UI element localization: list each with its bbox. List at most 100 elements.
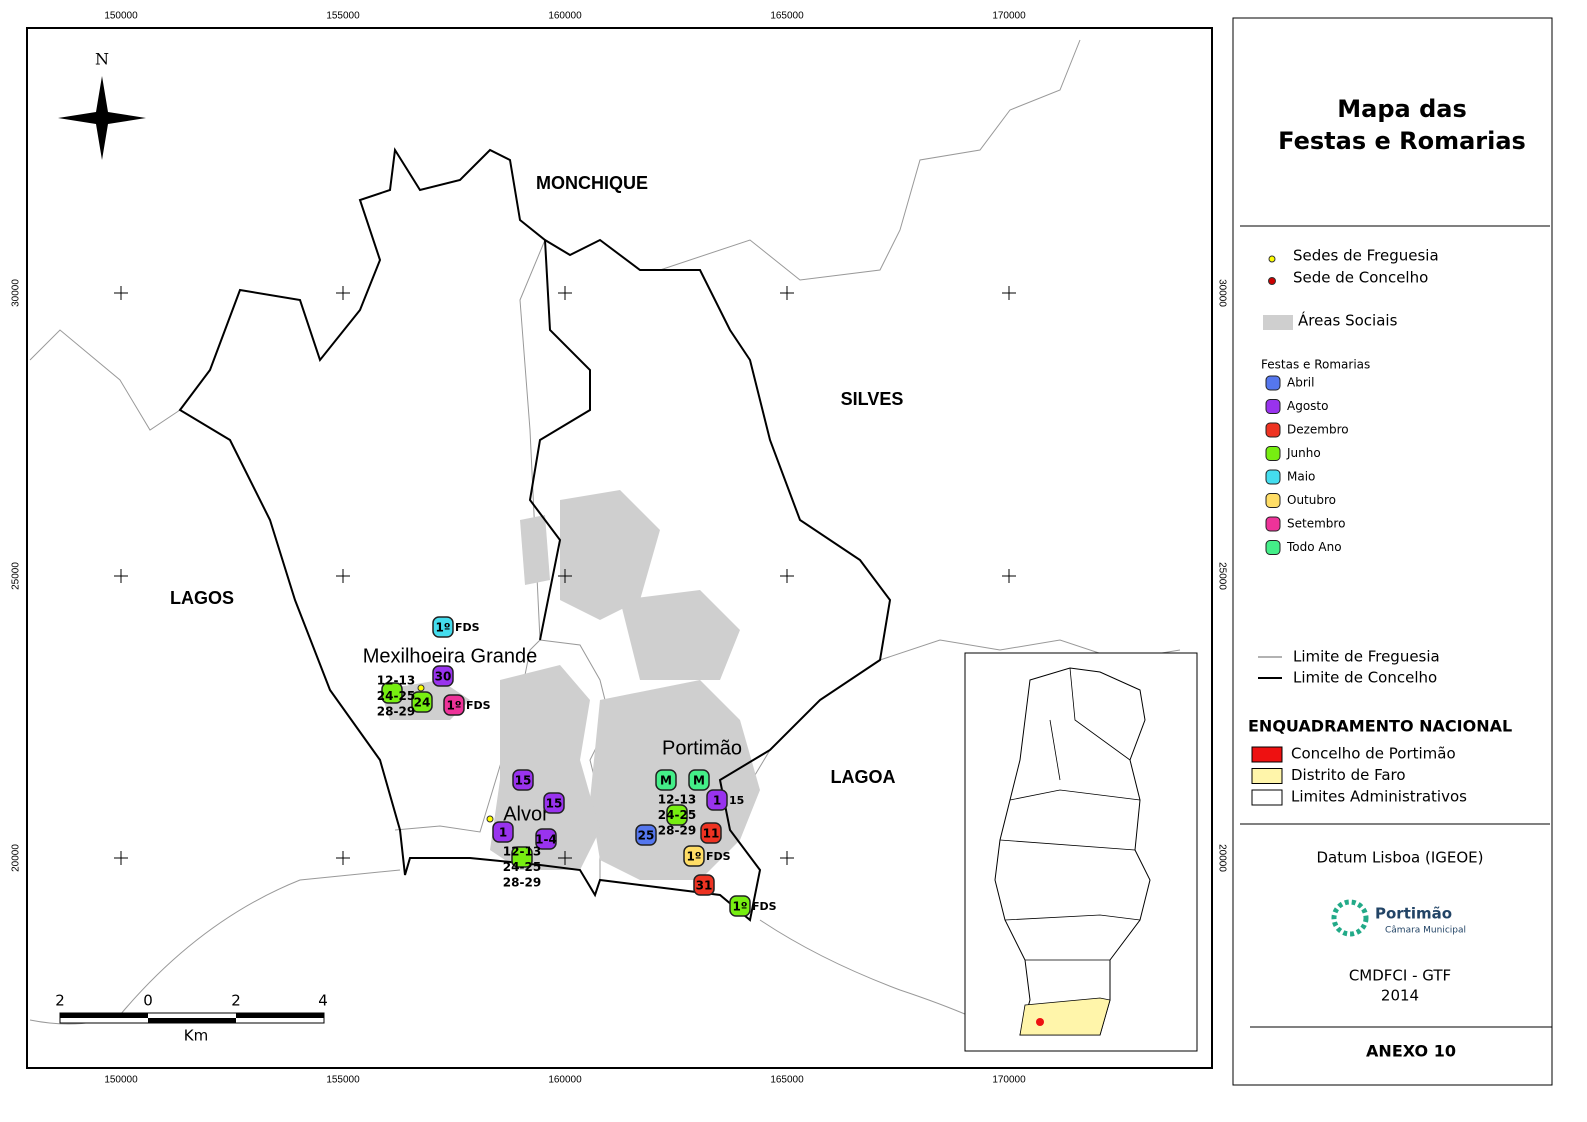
marker-label: 25 (638, 829, 655, 843)
grid-crosses (114, 286, 1016, 865)
legend-panel (1232, 17, 1553, 1086)
legend-swatch (1265, 375, 1281, 391)
faro-district (1019, 997, 1111, 1036)
festas-legend: Abril Agosto Dezembro Junho Maio Outubro Setem… (1265, 375, 1349, 555)
coastline-west (29, 869, 401, 1025)
legend-subtitle: Festas e Romarias (1261, 358, 1370, 372)
place-name: SILVES (841, 389, 904, 409)
grid-cross (336, 286, 350, 300)
x-coordinate: 170000 (992, 1075, 1026, 1086)
legend-swatch (1265, 540, 1281, 555)
x-coordinate: 160000 (548, 11, 582, 22)
parish-seat-symbol (1268, 255, 1276, 263)
north-label: N (95, 50, 109, 69)
festa-marker (700, 822, 722, 844)
marker-label: 1º (446, 699, 461, 713)
legend-swatch (1265, 422, 1281, 438)
festa-marker (492, 821, 514, 843)
festa-marker (432, 665, 454, 687)
logo-name: Portimão (1375, 905, 1452, 923)
marker-label: 24 (414, 696, 431, 710)
legend-title: Mapa das (1337, 95, 1466, 123)
y-coordinate: 30000 (11, 279, 22, 307)
festa-marker (729, 895, 751, 917)
festa-marker (511, 846, 533, 868)
grid-cross (114, 851, 128, 865)
town-name: Alvor (503, 803, 549, 825)
parish-seat (417, 684, 425, 692)
grid-cross (558, 569, 572, 583)
x-coordinate: 155000 (326, 11, 360, 22)
grid-cross (336, 569, 350, 583)
festa-marker (381, 682, 403, 704)
legend-swatch (1251, 746, 1283, 763)
festa-marker (443, 694, 465, 716)
inset-map (964, 652, 1198, 1052)
legend-label: Todo Ano (1286, 540, 1342, 554)
annex: ANEXO 10 (1366, 1042, 1456, 1061)
scale-segment (60, 1013, 148, 1018)
scale-segment (236, 1013, 324, 1018)
legend-swatch (1265, 399, 1281, 414)
festa-marker (666, 804, 688, 826)
marker-label: 15 (515, 774, 532, 788)
legend-subtitle: ENQUADRAMENTO NACIONAL (1248, 717, 1512, 736)
x-coordinate: 150000 (104, 1075, 138, 1086)
legend-label: Dezembro (1287, 423, 1349, 437)
marker-label: 31 (696, 879, 713, 893)
festa-dates: 24-25 (658, 808, 696, 822)
festa-dates: 28-29 (503, 876, 541, 890)
marker-label: 1 (499, 826, 507, 840)
x-coordinate: 170000 (992, 11, 1026, 22)
legend-label: Junho (1286, 446, 1321, 460)
social-area (560, 490, 660, 620)
y-coordinate: 20000 (1216, 844, 1227, 872)
marker-note: FDS (706, 850, 731, 863)
x-coordinate: 165000 (770, 1075, 804, 1086)
festa-dates: 12-13 (658, 793, 696, 807)
social-area (490, 665, 600, 870)
legend-swatch (1265, 469, 1281, 485)
x-coordinate: 160000 (548, 1075, 582, 1086)
frame-ticks: 150000 150000 155000 155000 160000 160000 1650… (11, 11, 1228, 1086)
marker-label: 15 (546, 797, 563, 811)
place-name: LAGOS (170, 588, 234, 608)
marker-label: 1-4 (535, 833, 557, 847)
grid-cross (114, 286, 128, 300)
festa-marker (655, 769, 677, 791)
legend-label: Maio (1287, 470, 1315, 484)
scale-label: 2 (55, 992, 65, 1010)
x-coordinate: 165000 (770, 11, 804, 22)
national-legend: Concelho de Portimão Distrito de Faro Limi… (1251, 745, 1467, 806)
scale-label: 0 (143, 992, 153, 1010)
legend-title: Festas e Romarias (1278, 127, 1526, 155)
marker-label: 1º (732, 900, 747, 914)
marker-note: FDS (752, 900, 777, 913)
legend-swatch (1251, 768, 1283, 784)
legend-swatch (1251, 789, 1283, 806)
grid-cross (780, 569, 794, 583)
festa-dates: 28-29 (377, 705, 415, 719)
x-coordinate: 150000 (104, 11, 138, 22)
festa-dates: 12-13 (377, 674, 415, 688)
marker-label: 1 (713, 794, 721, 808)
legend-label: Setembro (1287, 517, 1345, 531)
festa-dates: 24-25 (503, 860, 541, 874)
grid-cross (558, 286, 572, 300)
y-coordinate: 25000 (11, 562, 22, 590)
scale-label: 4 (318, 992, 328, 1010)
grid-cross (1002, 569, 1016, 583)
district-boundaries (999, 667, 1141, 961)
x-coordinate: 155000 (326, 1075, 360, 1086)
grid-cross (336, 851, 350, 865)
grid-cross (1002, 286, 1016, 300)
festa-marker (706, 789, 728, 811)
marker-label: M (693, 774, 705, 788)
grid-cross (780, 286, 794, 300)
marker-label: 1º (686, 850, 701, 864)
legend-label: Sede de Concelho (1293, 269, 1428, 287)
parish-seat (486, 815, 494, 823)
festa-dates: 12-13 (503, 845, 541, 859)
